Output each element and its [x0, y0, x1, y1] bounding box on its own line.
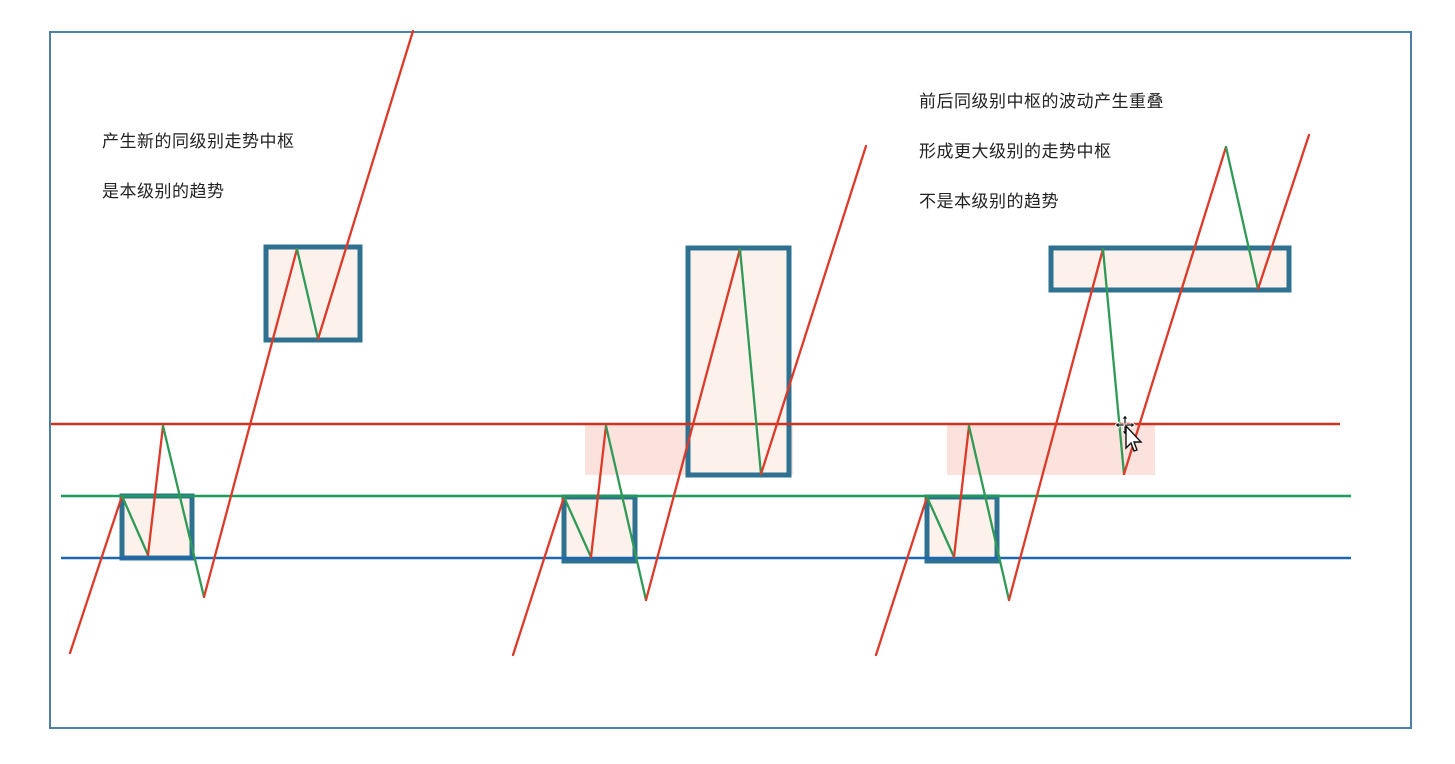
right-note-line-3: 不是本级别的趋势 — [919, 192, 1059, 212]
center-box-3 — [561, 494, 638, 564]
stroke-group-1 — [68, 29, 415, 655]
left-note-line-1: 产生新的同级别走势中枢 — [102, 132, 295, 152]
right-note-line-2: 形成更大级别的走势中枢 — [919, 142, 1112, 162]
center-box-5 — [924, 494, 1000, 564]
center-box-2 — [263, 244, 363, 343]
center-box-6 — [1048, 245, 1292, 293]
center-box-4 — [685, 245, 792, 478]
left-note-line-2: 是本级别的趋势 — [102, 182, 225, 202]
diagram-frame — [49, 31, 1412, 729]
right-note-line-1: 前后同级别中枢的波动产生重叠 — [919, 92, 1164, 112]
move-cursor-icon — [1115, 415, 1143, 452]
stroke-group-2 — [511, 144, 868, 657]
stroke-group-3 — [874, 133, 1311, 657]
